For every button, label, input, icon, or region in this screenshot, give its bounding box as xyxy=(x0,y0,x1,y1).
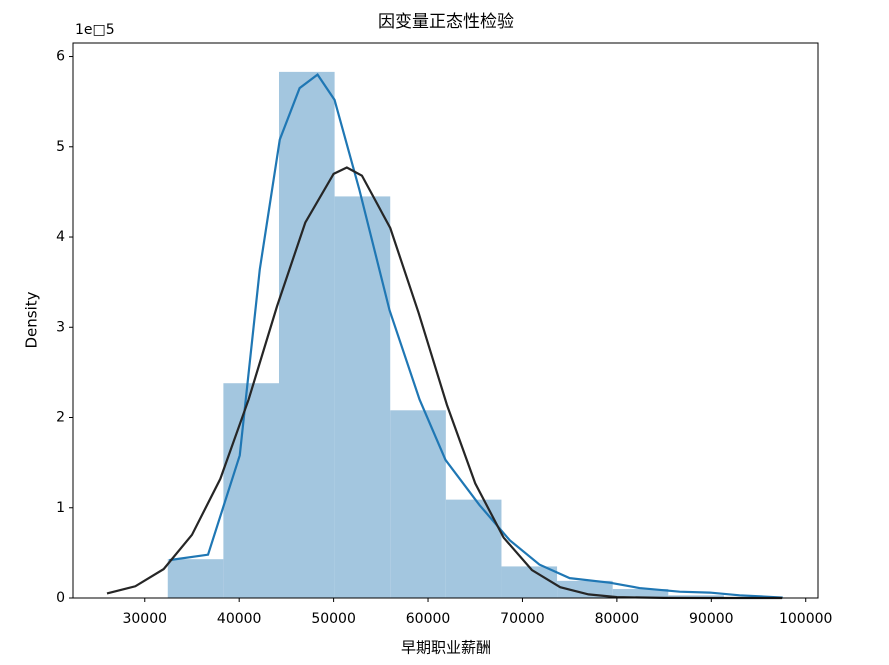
bar xyxy=(557,580,613,598)
y-offset-label: 1e□5 xyxy=(75,22,115,38)
y-tick-label: 6 xyxy=(56,49,65,65)
x-tick-label: 40000 xyxy=(217,611,262,627)
x-tick-label: 50000 xyxy=(311,611,356,627)
bar xyxy=(445,499,502,598)
bar xyxy=(278,71,335,598)
x-tick-label: 100000 xyxy=(779,611,832,627)
plot-frame xyxy=(72,42,819,599)
bar xyxy=(612,588,669,598)
y-tick-label: 5 xyxy=(56,139,65,155)
y-axis-label: Density xyxy=(23,291,41,348)
x-tick-label: 80000 xyxy=(595,611,640,627)
x-tick-label: 90000 xyxy=(689,611,734,627)
bar xyxy=(223,383,279,598)
density-line xyxy=(169,73,783,599)
bar xyxy=(390,410,446,598)
density-line xyxy=(106,166,783,600)
y-tick-label: 4 xyxy=(56,229,65,245)
y-tick-label: 0 xyxy=(56,590,65,606)
bar xyxy=(501,566,558,598)
x-axis-label: 早期职业薪酬 xyxy=(401,639,491,657)
bar xyxy=(334,196,391,599)
x-tick-label: 60000 xyxy=(406,611,451,627)
x-tick-label: 70000 xyxy=(500,611,545,627)
y-tick-label: 2 xyxy=(56,410,65,426)
bar xyxy=(668,595,724,598)
y-tick-label: 1 xyxy=(56,500,65,516)
chart-title: 因变量正态性检验 xyxy=(378,12,514,32)
y-tick-label: 3 xyxy=(56,319,65,335)
bar xyxy=(167,559,224,598)
x-tick-label: 30000 xyxy=(122,611,167,627)
